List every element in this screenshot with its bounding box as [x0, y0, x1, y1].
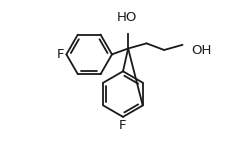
Text: OH: OH [191, 44, 212, 57]
Text: HO: HO [117, 11, 137, 24]
Text: F: F [57, 48, 65, 61]
Text: F: F [119, 119, 127, 132]
